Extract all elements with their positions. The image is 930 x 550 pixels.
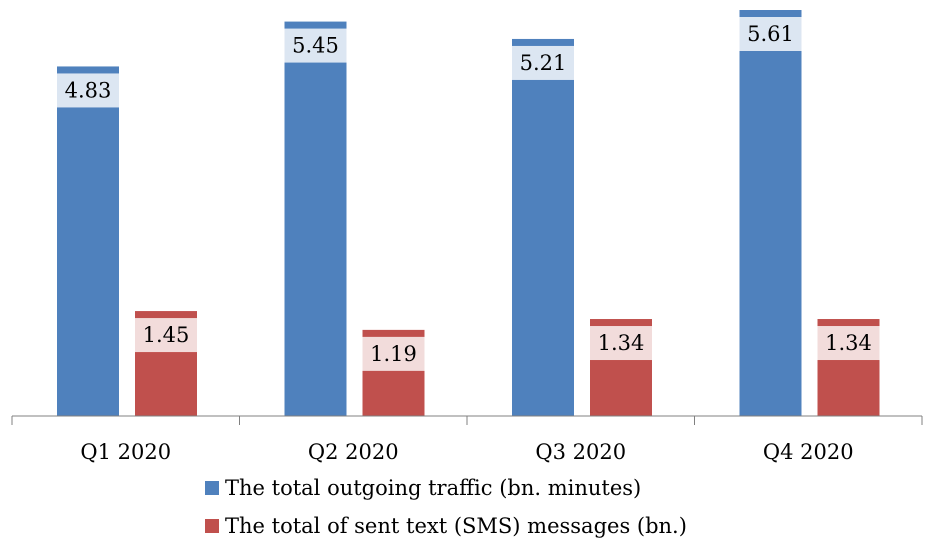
legend-label-sms-messages: The total of sent text (SMS) messages (b… — [225, 514, 687, 538]
data-label-sms-2: 1.19 — [370, 342, 417, 366]
data-label-box-traffic-1 — [57, 73, 119, 108]
x-tick-label: Q3 2020 — [535, 440, 626, 464]
data-label-sms-3: 1.34 — [598, 331, 645, 355]
bar-traffic-3 — [512, 38, 574, 417]
data-label-traffic-1: 4.83 — [65, 78, 112, 102]
bars-group — [57, 10, 880, 417]
legend: The total outgoing traffic (bn. minutes)… — [205, 474, 687, 550]
category-axis: Q1 2020 Q2 2020 Q3 2020 Q4 2020 — [11, 415, 923, 464]
legend-swatch-outgoing-traffic — [205, 480, 219, 495]
data-label-traffic-2: 5.45 — [292, 34, 339, 58]
bar-chart: Q1 2020 Q2 2020 Q3 2020 Q4 2020 4.83 5.45 5.2… — [11, 10, 923, 464]
bar-traffic-2 — [284, 21, 347, 417]
x-tick-label: Q2 2020 — [308, 440, 399, 464]
legend-label-outgoing-traffic: The total outgoing traffic (bn. minutes) — [225, 476, 642, 500]
bar-traffic-4 — [739, 10, 802, 416]
bar-traffic-1 — [57, 66, 119, 417]
data-label-box-traffic-2 — [284, 28, 347, 63]
legend-item-outgoing-traffic: The total outgoing traffic (bn. minutes) — [205, 474, 687, 503]
data-label-box-sms-4 — [817, 326, 880, 361]
legend-swatch-sms-messages — [205, 518, 219, 533]
data-label-traffic-4: 5.61 — [747, 22, 794, 46]
data-labels-group: 4.83 5.45 5.21 5.61 1.45 1.19 1.34 1.34 — [57, 17, 880, 371]
data-label-box-traffic-4 — [739, 17, 802, 51]
data-label-box-traffic-3 — [512, 45, 574, 80]
x-tick-label: Q4 2020 — [763, 440, 854, 464]
data-label-sms-4: 1.34 — [825, 331, 872, 355]
data-label-traffic-3: 5.21 — [520, 51, 567, 75]
data-label-box-sms-2 — [362, 336, 425, 371]
x-tick-label: Q1 2020 — [80, 440, 171, 464]
legend-item-sms-messages: The total of sent text (SMS) messages (b… — [205, 512, 687, 541]
data-label-box-sms-3 — [590, 326, 652, 361]
data-label-box-sms-1 — [135, 318, 197, 353]
data-label-sms-1: 1.45 — [143, 323, 190, 347]
